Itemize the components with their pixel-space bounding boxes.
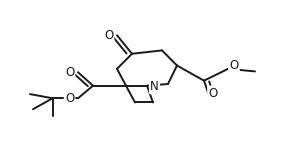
Text: O: O xyxy=(65,66,74,79)
Text: O: O xyxy=(104,29,113,42)
Text: N: N xyxy=(150,80,159,93)
Text: O: O xyxy=(65,92,74,105)
Text: O: O xyxy=(230,59,238,72)
Text: O: O xyxy=(208,87,217,100)
